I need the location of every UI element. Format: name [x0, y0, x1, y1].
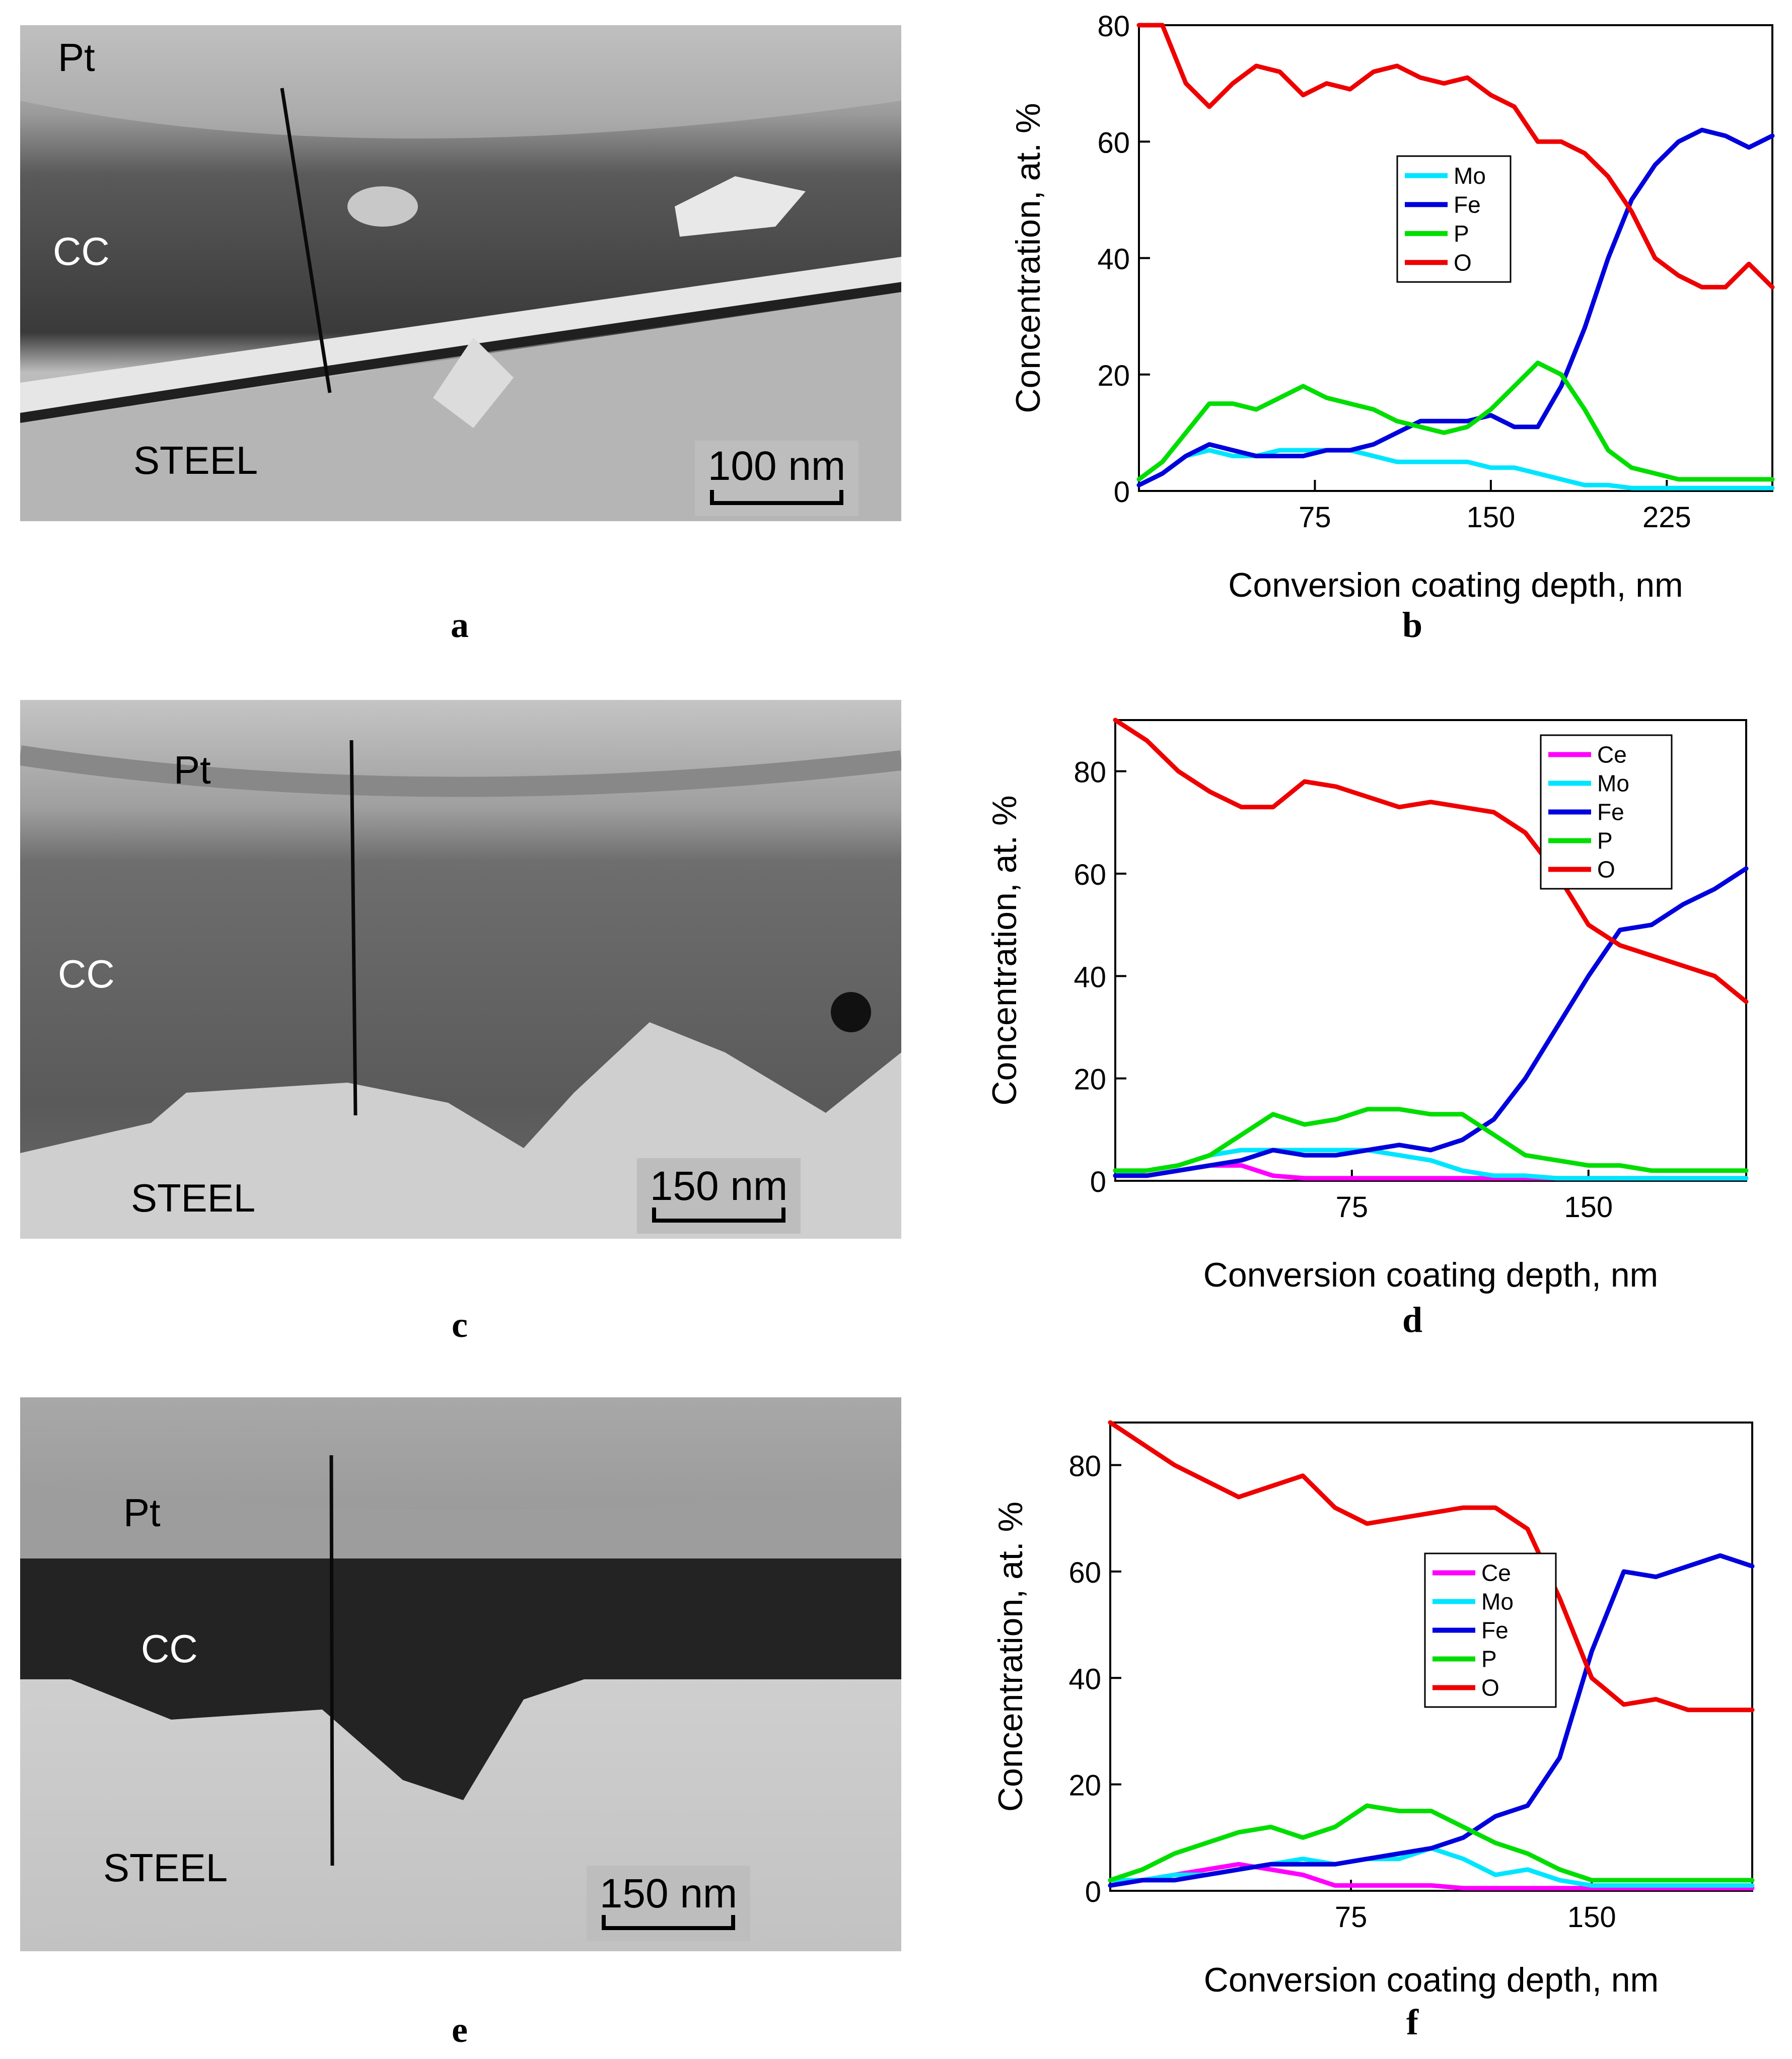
- label-steel-c: STEEL: [131, 1176, 256, 1220]
- series-line-b-mo: [1136, 448, 1775, 490]
- x-tick-label-d: 75: [1336, 1191, 1369, 1224]
- series-line-b-p: [1136, 361, 1775, 482]
- label-steel-a: STEEL: [133, 438, 258, 482]
- scale-bar-label-a: 100 nm: [707, 443, 846, 489]
- legend-label-d-fe: Fe: [1597, 799, 1624, 825]
- y-tick-label-f: 80: [1068, 1450, 1101, 1483]
- label-pt-e: Pt: [123, 1490, 161, 1535]
- micrograph-c: Pt CC STEEL 150 nm: [20, 700, 901, 1239]
- legend-label-d-ce: Ce: [1597, 742, 1627, 768]
- legend-label-b-mo: Mo: [1454, 163, 1486, 189]
- scale-bar-c: 150 nm: [637, 1158, 801, 1234]
- micrograph-a: Pt CC STEEL 100 nm: [20, 25, 901, 521]
- plot-frame-f: [1109, 1422, 1753, 1892]
- scale-bar-a: 100 nm: [695, 441, 858, 516]
- scale-bar-label-c: 150 nm: [650, 1163, 788, 1209]
- x-tick-label-b: 225: [1642, 501, 1691, 534]
- x-axis-label-d: Conversion coating depth, nm: [1203, 1256, 1658, 1294]
- legend-label-f-o: O: [1481, 1675, 1499, 1701]
- y-tick-label-b: 20: [1097, 360, 1130, 392]
- scale-bar-label-e: 150 nm: [599, 1871, 738, 1916]
- series-line-d-o: [1113, 718, 1749, 1004]
- legend-label-d-mo: Mo: [1597, 770, 1629, 797]
- y-tick-label-f: 60: [1068, 1556, 1101, 1589]
- series-line-f-ce: [1108, 1862, 1755, 1891]
- micrograph-a-image: [20, 25, 901, 521]
- plot-frame-b: [1138, 24, 1773, 492]
- legend-label-f-mo: Mo: [1481, 1589, 1514, 1615]
- series-line-b-o: [1136, 23, 1775, 290]
- series-line-f-fe: [1108, 1553, 1755, 1888]
- legend-box-b: [1396, 155, 1512, 283]
- series-line-f-p: [1108, 1803, 1755, 1883]
- x-axis-label-b: Conversion coating depth, nm: [1228, 566, 1683, 604]
- x-tick-label-f: 150: [1567, 1901, 1616, 1934]
- y-tick-label-d: 60: [1073, 859, 1106, 891]
- x-tick-label-d: 150: [1564, 1191, 1613, 1224]
- y-tick-label-b: 60: [1097, 126, 1130, 159]
- series-line-d-fe: [1113, 866, 1749, 1178]
- legend-label-f-ce: Ce: [1481, 1560, 1511, 1586]
- y-tick-label-d: 20: [1073, 1063, 1106, 1096]
- legend-label-f-p: P: [1481, 1646, 1497, 1672]
- x-axis-label-f: Conversion coating depth, nm: [1204, 1961, 1659, 1999]
- panel-letter-c: c: [452, 1305, 468, 1345]
- legend-box-f: [1424, 1552, 1557, 1708]
- y-tick-label-b: 80: [1097, 10, 1130, 43]
- label-cc-a: CC: [53, 229, 110, 273]
- y-tick-label-d: 0: [1090, 1166, 1106, 1198]
- series-line-d-mo: [1113, 1148, 1749, 1181]
- plot-frame-d: [1114, 719, 1747, 1182]
- micrograph-c-image: [20, 700, 901, 1239]
- legend-box-d: [1540, 734, 1673, 890]
- legend-label-b-p: P: [1454, 221, 1469, 247]
- label-cc-c: CC: [58, 952, 115, 996]
- label-pt-a: Pt: [58, 35, 95, 80]
- x-tick-label-b: 75: [1299, 501, 1331, 534]
- x-tick-label-b: 150: [1466, 501, 1515, 534]
- y-tick-label-d: 80: [1073, 756, 1106, 789]
- scale-bar-e: 150 nm: [587, 1866, 750, 1941]
- x-tick-label-f: 75: [1335, 1901, 1368, 1934]
- legend-label-f-fe: Fe: [1481, 1617, 1509, 1644]
- y-tick-label-d: 40: [1073, 961, 1106, 993]
- legend-label-b-o: O: [1454, 249, 1472, 275]
- label-steel-e: STEEL: [103, 1845, 228, 1890]
- y-tick-label-f: 0: [1085, 1876, 1101, 1908]
- y-axis-label-d: Concentration, at. %: [985, 795, 1024, 1105]
- panel-letter-d: d: [1402, 1300, 1423, 1340]
- y-axis-label-f: Concentration, at. %: [991, 1502, 1030, 1812]
- micrograph-e: Pt CC STEEL 150 nm: [20, 1397, 901, 1951]
- y-tick-label-b: 0: [1114, 476, 1130, 509]
- series-line-b-fe: [1136, 127, 1775, 487]
- panel-letter-b: b: [1402, 605, 1423, 645]
- series-line-f-o: [1108, 1420, 1755, 1713]
- legend-label-d-p: P: [1597, 828, 1613, 854]
- panel-letter-e: e: [452, 2010, 468, 2050]
- panel-letter-a: a: [451, 605, 469, 645]
- series-line-d-ce: [1113, 1163, 1749, 1181]
- series-line-f-mo: [1108, 1846, 1755, 1888]
- label-cc-e: CC: [141, 1626, 198, 1671]
- series-line-d-p: [1113, 1107, 1749, 1173]
- label-pt-c: Pt: [174, 748, 211, 792]
- legend-label-d-o: O: [1597, 857, 1615, 883]
- y-tick-label-f: 20: [1068, 1769, 1101, 1802]
- y-axis-label-b: Concentration, at. %: [1009, 103, 1047, 413]
- panel-letter-f: f: [1406, 2002, 1418, 2042]
- micrograph-e-image: [20, 1397, 901, 1951]
- legend-label-b-fe: Fe: [1454, 191, 1481, 218]
- y-tick-label-f: 40: [1068, 1663, 1101, 1695]
- y-tick-label-b: 40: [1097, 243, 1130, 276]
